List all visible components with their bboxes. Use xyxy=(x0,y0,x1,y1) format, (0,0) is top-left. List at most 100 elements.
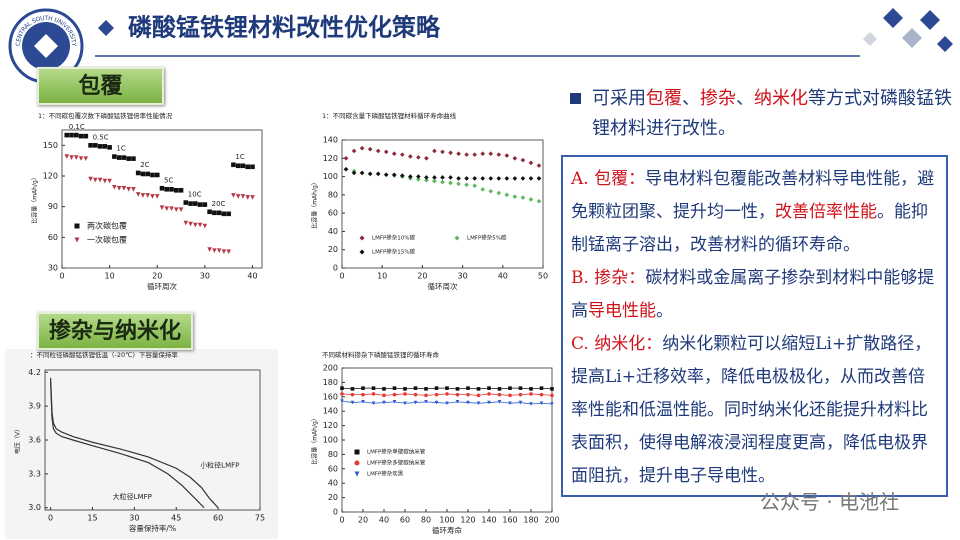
legend-label: LMFP掺杂15%碳 xyxy=(372,248,416,256)
text-run: A. 包覆： xyxy=(571,169,646,189)
marker xyxy=(432,148,437,154)
marker xyxy=(518,386,523,390)
x-tick-label: 75 xyxy=(255,514,265,523)
marker xyxy=(74,223,80,229)
y-tick-label: 140 xyxy=(323,136,338,145)
marker xyxy=(69,132,74,138)
section-label: 包覆 xyxy=(37,67,164,105)
text-box: A. 包覆：导电材料包覆能改善材料导电性能，避免颗粒团聚、提升均一性，改善倍率性… xyxy=(561,155,948,497)
marker xyxy=(497,392,502,397)
text-run: 。 xyxy=(656,301,673,321)
x-tick-label: 40 xyxy=(247,272,257,281)
text-run: 碳材料或金属离子掺杂到材料中能够提高 xyxy=(571,268,935,321)
marker xyxy=(221,211,227,217)
marker xyxy=(424,400,428,404)
x-tick-label: 0 xyxy=(339,516,344,525)
curve-label: 小粒径LMFP xyxy=(200,460,239,469)
chart-bg xyxy=(302,349,570,540)
legend-label: LMFP掺杂5%碳 xyxy=(467,234,507,242)
marker xyxy=(448,150,453,156)
legend-label: 一次碳包覆 xyxy=(87,235,127,245)
y-tick-label: 3.9 xyxy=(28,402,41,411)
marker xyxy=(408,174,413,179)
marker xyxy=(361,386,365,390)
marker xyxy=(455,387,460,391)
marker xyxy=(207,209,212,215)
y-tick-label: 80 xyxy=(328,190,338,199)
marker xyxy=(193,222,198,228)
y-tick-label: 60 xyxy=(328,209,338,218)
marker xyxy=(351,170,357,176)
text-run: 纳米化 xyxy=(754,88,808,109)
marker xyxy=(140,193,146,198)
rate-label: 1C xyxy=(116,145,125,153)
x-tick-label: 30 xyxy=(129,514,139,523)
marker xyxy=(392,386,397,390)
marker xyxy=(102,144,108,149)
y-axis-label: 比容量（mAh/g） xyxy=(311,415,319,465)
marker xyxy=(145,171,151,177)
marker xyxy=(359,235,365,241)
marker xyxy=(416,177,421,182)
marker xyxy=(382,400,386,405)
text-run: 导电性能 xyxy=(588,301,656,321)
marker xyxy=(164,206,170,212)
marker xyxy=(359,170,365,176)
rate-label: 2C xyxy=(140,161,149,169)
marker xyxy=(83,156,89,161)
x-tick-label: 160 xyxy=(502,516,517,525)
marker xyxy=(173,207,179,213)
chart-title: 1：不同碳包覆次数下磷酸锰铁锂倍率性能情况 xyxy=(38,111,173,120)
marker xyxy=(466,400,470,405)
marker xyxy=(169,206,174,212)
marker xyxy=(456,176,461,181)
marker xyxy=(64,154,70,159)
y-tick-label: 120 xyxy=(323,154,338,163)
x-tick-label: 100 xyxy=(439,516,454,525)
marker xyxy=(350,387,355,391)
marker xyxy=(392,400,397,404)
marker xyxy=(529,392,533,396)
y-tick-label: 30 xyxy=(48,264,58,273)
marker xyxy=(250,195,255,200)
marker xyxy=(488,176,494,181)
marker xyxy=(231,162,236,168)
x-tick-label: 10 xyxy=(105,272,115,281)
y-tick-label: 140 xyxy=(323,407,338,416)
marker xyxy=(403,401,407,406)
marker xyxy=(480,187,485,192)
chart-title: ：不同粒径磷酸锰铁锂低温（-20℃）下容量保持率 xyxy=(30,350,178,359)
chart-bg xyxy=(5,349,278,539)
y-tick-label: 160 xyxy=(323,392,338,401)
marker xyxy=(212,248,217,253)
marker xyxy=(231,193,236,198)
marker xyxy=(413,400,418,405)
text-run: 导电材料包覆能改善材料导电性能，避免颗粒团聚、提升均一性， xyxy=(571,169,935,222)
marker xyxy=(448,175,453,180)
marker xyxy=(226,211,231,217)
title-diamond xyxy=(98,20,114,36)
marker xyxy=(382,387,386,391)
marker xyxy=(107,145,112,150)
marker xyxy=(440,149,445,155)
x-tick-label: 140 xyxy=(481,516,496,525)
marker xyxy=(73,132,79,138)
text-run: 改善倍率性能 xyxy=(775,202,877,222)
plot-frame xyxy=(61,129,263,269)
marker xyxy=(173,188,179,193)
marker xyxy=(413,392,418,397)
marker xyxy=(140,171,146,177)
marker xyxy=(207,247,212,252)
marker xyxy=(456,181,461,187)
marker xyxy=(392,392,397,397)
rate-label: 1C xyxy=(235,153,244,161)
marker xyxy=(464,152,469,157)
marker xyxy=(520,176,526,181)
marker xyxy=(340,386,344,390)
marker xyxy=(250,164,255,170)
marker xyxy=(476,387,481,391)
marker xyxy=(434,386,439,390)
marker xyxy=(424,393,428,398)
marker xyxy=(112,184,117,190)
marker xyxy=(528,197,534,202)
